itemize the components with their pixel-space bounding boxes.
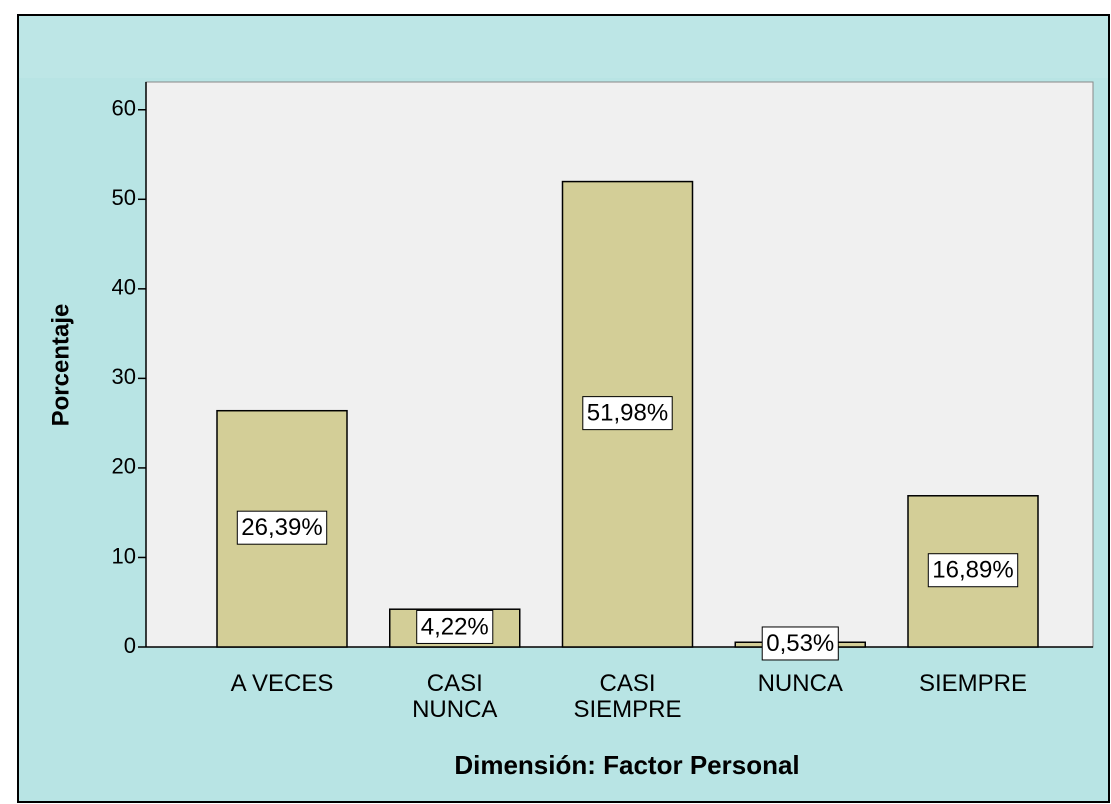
x-tick-label: CASI NUNCA [412, 670, 498, 723]
x-axis-label: Dimensión: Factor Personal [454, 750, 799, 780]
data-label: 4,22% [421, 613, 489, 640]
data-label: 51,98% [587, 400, 668, 427]
data-label: 16,89% [932, 557, 1013, 584]
data-label-box [236, 510, 328, 545]
y-tick-label: 0 [124, 633, 136, 658]
x-tick-label: CASI SIEMPRE [573, 670, 682, 723]
y-tick-label: 60 [112, 96, 136, 121]
y-tick-label: 50 [112, 185, 136, 210]
data-label-box [761, 626, 839, 661]
x-tick-label: SIEMPRE [918, 670, 1028, 697]
y-tick-label: 30 [112, 364, 136, 389]
header-band [19, 16, 1108, 78]
data-label-box [582, 396, 673, 431]
x-tick-label: NUNCA [757, 670, 843, 697]
y-tick-label: 40 [112, 275, 136, 300]
data-label: 26,39% [241, 514, 322, 541]
data-label-box [416, 609, 494, 644]
data-label-box [927, 553, 1019, 588]
y-axis-label: Porcentaje [47, 304, 74, 427]
y-tick-label: 20 [112, 454, 136, 479]
x-tick-label: A VECES [230, 670, 334, 697]
y-tick-label: 10 [112, 543, 136, 568]
data-label: 0,53% [766, 630, 834, 657]
